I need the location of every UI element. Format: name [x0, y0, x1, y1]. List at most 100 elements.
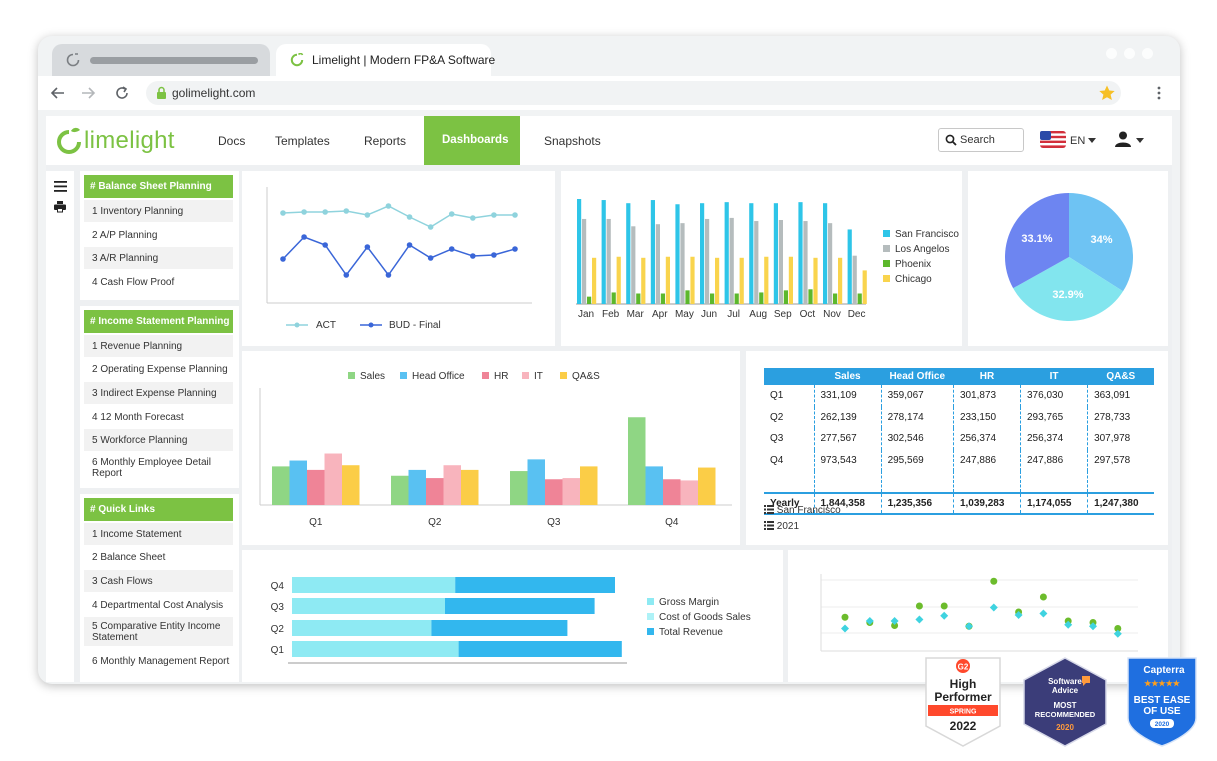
loading-icon	[66, 53, 80, 67]
line-series	[282, 205, 515, 228]
nav-docs[interactable]: Docs	[218, 134, 246, 148]
table-header-cell[interactable]: Head Office	[881, 368, 954, 385]
browser-menu-icon[interactable]	[1156, 85, 1162, 101]
bar	[838, 257, 843, 304]
scatter-point	[1014, 611, 1023, 619]
sidebar-section-balance: # Balance Sheet Planning 1 Inventory Pla…	[80, 171, 239, 300]
scatter-point	[1114, 625, 1122, 632]
sidebar-section-income: # Income Statement Planning 1 Revenue Pl…	[80, 306, 239, 488]
sidebar-section-title[interactable]: # Balance Sheet Planning	[84, 175, 233, 198]
table-header-cell[interactable]: IT	[1020, 368, 1088, 385]
table-header-row: Sales Head Office HR IT QA&S	[764, 368, 1154, 385]
bar-segment	[455, 577, 615, 593]
table-cell: 1,235,356	[880, 491, 954, 515]
sidebar-section-quick-links: # Quick Links 1 Income Statement 2 Balan…	[80, 494, 239, 682]
browser-tab-active[interactable]: Limelight | Modern FP&A Software	[276, 44, 495, 76]
us-flag-icon[interactable]	[1040, 131, 1066, 148]
filter-year[interactable]: 2021	[764, 521, 799, 532]
badge-text: 2020	[1155, 721, 1170, 728]
table-cell: Yearly	[764, 491, 814, 515]
bar	[754, 221, 759, 304]
filter-location[interactable]: San Francisco	[764, 505, 841, 516]
language-label[interactable]: EN	[1070, 135, 1086, 147]
sidebar-item[interactable]: 1 Revenue Planning	[84, 335, 233, 357]
table-header-cell[interactable]: QA&S	[1087, 368, 1154, 385]
nav-dashboards[interactable]: Dashboards	[424, 116, 520, 165]
scatter-point	[841, 624, 849, 633]
bar	[626, 203, 631, 304]
table-header-cell[interactable]: HR	[953, 368, 1021, 385]
legend-swatch	[647, 598, 654, 605]
back-arrow-icon[interactable]	[50, 85, 66, 101]
pie-label: 32.9%	[1052, 289, 1083, 301]
window-dot	[1124, 48, 1135, 59]
table-header-cell[interactable]: Sales	[814, 368, 882, 385]
scatter-point	[1089, 622, 1097, 631]
scatter-point	[1113, 629, 1122, 638]
nav-snapshots[interactable]: Snapshots	[544, 134, 601, 148]
chevron-down-icon[interactable]	[1136, 138, 1144, 143]
table-cell: 277,567	[813, 428, 882, 450]
sidebar-item[interactable]: 5 Comparative Entity Income Statement	[84, 617, 233, 646]
software-advice-badge: Software Advice MOST RECOMMENDED 2020	[1023, 657, 1107, 747]
scatter-point	[1039, 593, 1047, 601]
address-bar[interactable]: golimelight.com	[146, 81, 1121, 105]
sidebar-item[interactable]: 3 Cash Flows	[84, 570, 233, 592]
bookmark-star-icon[interactable]	[1098, 84, 1116, 102]
sidebar-rail	[46, 171, 74, 682]
x-tick-label: Q1	[309, 517, 323, 528]
nav-reports[interactable]: Reports	[364, 134, 407, 148]
line-point	[322, 209, 328, 215]
line-point	[343, 272, 350, 278]
pie-slice	[1013, 257, 1124, 321]
hamburger-menu-icon[interactable]	[54, 181, 67, 192]
sidebar-item[interactable]: 6 Monthly Management Report	[92, 655, 230, 667]
reload-icon[interactable]	[114, 85, 130, 101]
chevron-down-icon[interactable]	[1088, 138, 1096, 143]
sidebar-item[interactable]: 4 12 Month Forecast	[92, 411, 184, 423]
search-box[interactable]: Search	[938, 128, 1024, 152]
bar-segment	[292, 577, 456, 593]
badge-text: 2020	[1056, 723, 1074, 732]
sidebar-item[interactable]: 2 Operating Expense Planning	[92, 363, 228, 375]
sidebar-item[interactable]: 3 A/R Planning	[84, 247, 233, 269]
sidebar-item[interactable]: 2 Balance Sheet	[92, 551, 166, 563]
window-dot	[1106, 48, 1117, 59]
bar	[665, 256, 670, 304]
sidebar-item[interactable]: 5 Workforce Planning	[84, 429, 233, 451]
table-header-cell	[764, 368, 814, 385]
browser-tab-inactive[interactable]	[52, 44, 270, 76]
limelight-favicon	[290, 53, 304, 67]
sidebar-item[interactable]: 2 A/P Planning	[92, 229, 158, 241]
scatter-point	[989, 603, 998, 612]
bar	[408, 469, 426, 505]
x-tick-label: Jan	[578, 309, 594, 320]
user-icon[interactable]	[1114, 130, 1132, 148]
print-icon[interactable]	[54, 201, 66, 213]
legend-swatch	[883, 245, 890, 252]
forward-arrow-icon[interactable]	[80, 85, 96, 101]
sidebar-section-title[interactable]: # Income Statement Planning	[84, 310, 233, 333]
y-tick-label: Q4	[271, 581, 285, 592]
legend-head-office: Head Office	[400, 371, 465, 382]
bar	[272, 466, 290, 505]
sidebar-item[interactable]: 1 Inventory Planning	[84, 200, 233, 222]
bar	[739, 257, 744, 304]
sidebar-item[interactable]: 1 Income Statement	[84, 523, 233, 545]
sidebar-item[interactable]: 6 Monthly Employee Detail Report	[92, 457, 211, 479]
logo-wordmark[interactable]: limelight	[84, 127, 175, 154]
nav-templates[interactable]: Templates	[275, 134, 330, 148]
pie-chart-panel: 34% 32.9% 33.1%	[968, 171, 1168, 346]
sidebar-item[interactable]: 4 Cash Flow Proof	[92, 276, 175, 288]
bar	[698, 467, 716, 505]
line-point	[470, 253, 476, 259]
sidebar-item[interactable]: 4 Departmental Cost Analysis	[92, 599, 224, 611]
bar	[680, 480, 698, 505]
limelight-logo-icon[interactable]	[56, 127, 82, 155]
sidebar-item[interactable]: 3 Indirect Expense Planning	[84, 382, 233, 404]
legend-swatch	[522, 372, 529, 379]
bar	[773, 203, 778, 304]
g2-high-performer-badge: G2 High Performer SPRING 2022	[925, 657, 1001, 747]
legend-swatch	[883, 275, 890, 282]
sidebar-section-title[interactable]: # Quick Links	[84, 498, 233, 521]
